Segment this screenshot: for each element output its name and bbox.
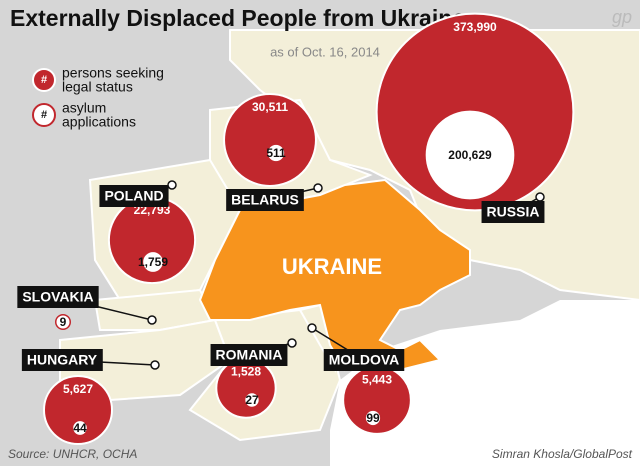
country-label: POLAND (104, 188, 163, 204)
legend-swatch-seeking (32, 68, 56, 92)
seeking-bubble (223, 93, 317, 187)
country-label: RUSSIA (487, 204, 540, 220)
pointer-dot (535, 192, 545, 202)
legend-symbol: # (41, 74, 47, 86)
asylum-bubble (54, 313, 72, 331)
country-label: HUNGARY (27, 352, 98, 368)
legend-swatch-asylum (32, 103, 56, 127)
pointer-dot (147, 315, 157, 325)
country-label: ROMANIA (216, 347, 283, 363)
legend-symbol: # (41, 109, 47, 121)
black-sea (330, 300, 640, 466)
ukraine-label: UKRAINE (282, 254, 382, 279)
source: Source: UNHCR, OCHA (8, 447, 137, 461)
asylum-bubble (266, 143, 286, 163)
asylum-bubble (364, 409, 382, 427)
asylum-label: 9 (60, 315, 67, 329)
pointer-dot (167, 180, 177, 190)
asylum-label: 27 (245, 393, 259, 407)
country-label: BELARUS (231, 192, 299, 208)
legend-asylum-line: asylum (62, 100, 106, 116)
seeking-label: 30,511 (252, 100, 288, 114)
asylum-bubble (141, 250, 165, 274)
asylum-label: 200,629 (448, 148, 492, 162)
logo: gp (612, 7, 632, 27)
asylum-bubble (71, 419, 89, 437)
seeking-label: 1,528 (231, 364, 261, 378)
asylum-bubble (424, 109, 516, 201)
legend-seeking-line: legal status (62, 79, 133, 95)
legend-asylum-line: applications (62, 114, 136, 130)
country-label-box (21, 349, 103, 371)
asylum-label: 44 (73, 421, 87, 435)
pointer-dot (313, 183, 323, 193)
asylum-label: 1,759 (138, 255, 168, 269)
pointer-dot (307, 323, 317, 333)
seeking-bubble (42, 374, 114, 446)
asylum-label: 99 (366, 411, 380, 425)
pointer-dot (287, 338, 297, 348)
country-label-box (323, 349, 405, 371)
pointer-dot (150, 360, 160, 370)
credit: Simran Khosla/GlobalPost (492, 447, 633, 461)
country-label-box (99, 185, 169, 207)
country-label: MOLDOVA (329, 352, 400, 368)
country-label-box (17, 286, 99, 308)
seeking-label: 5,443 (362, 372, 392, 386)
subtitle: as of Oct. 16, 2014 (270, 44, 380, 59)
country-label-box (210, 344, 288, 366)
country-label-box (226, 189, 304, 211)
seeking-label: 373,990 (453, 20, 497, 34)
legend-seeking-line: persons seeking (62, 65, 164, 81)
land-ukraine (198, 178, 471, 372)
asylum-label: 511 (266, 146, 286, 160)
seeking-label: 5,627 (63, 382, 93, 396)
asylum-bubble (243, 391, 261, 409)
title: Externally Displaced People from Ukraine (10, 5, 465, 31)
country-label-box (481, 201, 545, 223)
country-label: SLOVAKIA (22, 289, 93, 305)
